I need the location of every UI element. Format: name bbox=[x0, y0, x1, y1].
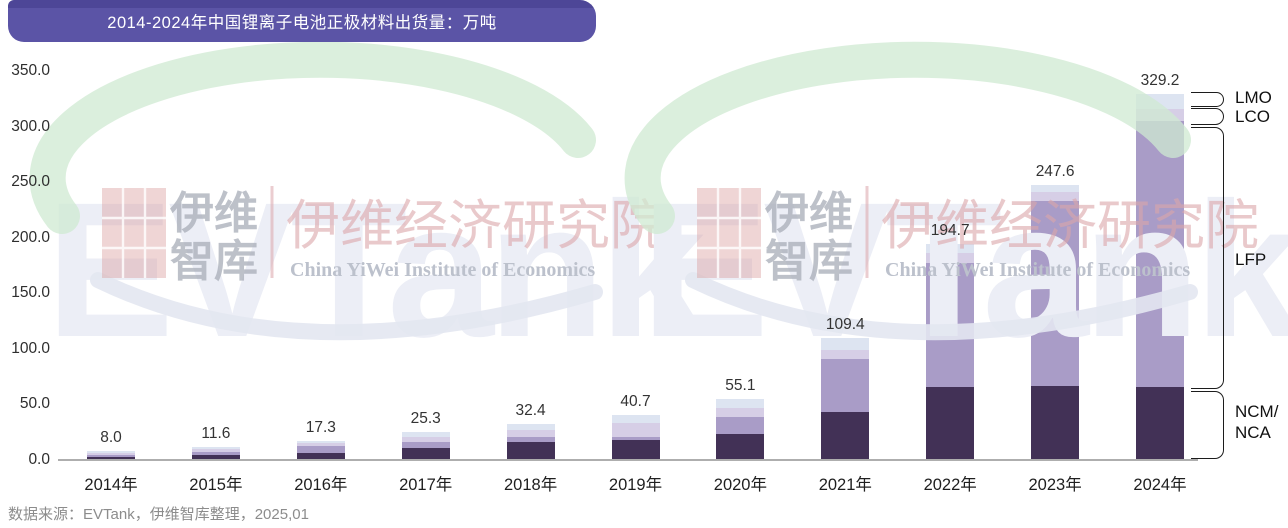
bar-segment-LMO bbox=[87, 451, 135, 453]
chart-title-banner: 2014-2024年中国锂离子电池正极材料出货量：万吨 bbox=[8, 0, 596, 42]
bar-segment-LMO bbox=[296, 440, 345, 443]
bar-segment-NCM/NCA bbox=[401, 448, 450, 460]
bar-segment-LCO bbox=[821, 350, 870, 360]
y-axis-tick-label: 250.0 bbox=[11, 173, 50, 191]
label-lco: LCO bbox=[1235, 107, 1270, 126]
stacked-bar-2015年 bbox=[191, 447, 240, 460]
bar-segment-LMO bbox=[926, 243, 975, 253]
bar-segment-NCM/NCA bbox=[716, 433, 765, 460]
bar-segment-LCO bbox=[296, 442, 345, 447]
y-axis-tick-label: 50.0 bbox=[19, 395, 50, 413]
bracket-lmo bbox=[1191, 92, 1224, 107]
bar-segment-NCM/NCA bbox=[926, 387, 975, 460]
bar-value-label: 329.2 bbox=[1140, 72, 1180, 90]
stacked-bar-2022年 bbox=[926, 243, 975, 460]
bar-segment-LFP bbox=[87, 455, 135, 458]
x-axis-tick-label: 2017年 bbox=[399, 476, 453, 494]
bar-value-label: 194.7 bbox=[930, 221, 970, 239]
x-axis-tick-label: 2015年 bbox=[189, 476, 243, 494]
bar-segment-LCO bbox=[926, 252, 975, 263]
x-axis-tick-label: 2018年 bbox=[503, 476, 558, 494]
y-axis-tick-label: 200.0 bbox=[11, 228, 50, 246]
stacked-bar-2019年 bbox=[611, 414, 660, 460]
bar-value-label: 32.4 bbox=[515, 401, 546, 419]
bar-segment-LMO bbox=[611, 414, 660, 424]
stacked-bar-2021年 bbox=[821, 338, 870, 460]
y-axis-tick-label: 0.0 bbox=[28, 451, 50, 468]
bar-segment-LCO bbox=[611, 423, 660, 437]
stacked-bar-2023年 bbox=[1031, 184, 1080, 460]
x-axis-tick-label: 2014年 bbox=[84, 476, 138, 494]
bar-segment-LMO bbox=[506, 423, 555, 430]
x-axis-line bbox=[58, 459, 1198, 461]
label-ncm-line1: NCM/ bbox=[1235, 402, 1279, 421]
stacked-bar-2016年 bbox=[296, 440, 345, 460]
bar-value-label: 109.4 bbox=[825, 316, 865, 334]
label-lfp: LFP bbox=[1235, 250, 1267, 269]
x-axis-tick-label: 2021年 bbox=[818, 476, 872, 494]
x-axis-tick-label: 2023年 bbox=[1028, 476, 1082, 494]
x-axis-tick-label: 2024年 bbox=[1133, 476, 1187, 494]
x-axis-tick-label: 2020年 bbox=[713, 476, 767, 494]
bar-segment-LCO bbox=[1031, 192, 1080, 202]
bar-segment-LFP bbox=[191, 451, 240, 456]
bar-segment-LFP bbox=[1031, 201, 1080, 387]
bar-segment-LCO bbox=[1136, 109, 1184, 121]
bar-segment-NCM/NCA bbox=[191, 455, 240, 460]
bar-segment-LCO bbox=[506, 429, 555, 438]
bar-segment-LFP bbox=[1136, 121, 1184, 388]
bar-segment-LCO bbox=[191, 449, 240, 452]
y-axis-tick-label: 350.0 bbox=[11, 62, 50, 79]
y-axis-tick-label: 150.0 bbox=[11, 284, 50, 302]
bar-segment-NCM/NCA bbox=[1031, 386, 1080, 460]
bar-segment-LFP bbox=[821, 359, 870, 413]
stacked-bar-2017年 bbox=[401, 431, 450, 460]
bar-segment-LFP bbox=[506, 437, 555, 443]
bar-segment-LCO bbox=[401, 436, 450, 442]
y-axis-tick-label: 100.0 bbox=[11, 339, 50, 357]
bar-value-label: 25.3 bbox=[410, 409, 441, 427]
bar-segment-NCM/NCA bbox=[506, 442, 555, 460]
stacked-bar-2014年 bbox=[87, 451, 135, 460]
bar-segment-LFP bbox=[296, 446, 345, 453]
x-axis-tick-label: 2016年 bbox=[294, 476, 348, 494]
bar-value-label: 11.6 bbox=[201, 425, 231, 443]
bar-value-label: 8.0 bbox=[100, 429, 122, 447]
bar-segment-LMO bbox=[401, 431, 450, 437]
label-ncm-line2: NCA bbox=[1235, 423, 1271, 442]
bracket-ncm-nca bbox=[1191, 391, 1224, 459]
bar-segment-LCO bbox=[87, 452, 135, 456]
bar-segment-NCM/NCA bbox=[296, 452, 345, 460]
bar-value-label: 17.3 bbox=[305, 418, 336, 436]
x-axis-tick-label: 2019年 bbox=[608, 476, 663, 494]
bar-segment-LFP bbox=[401, 441, 450, 449]
x-axis-tick-label: 2022年 bbox=[923, 476, 977, 494]
bar-segment-LMO bbox=[1031, 184, 1080, 193]
bar-segment-NCM/NCA bbox=[821, 412, 870, 460]
bar-segment-LMO bbox=[1136, 94, 1184, 109]
y-axis-tick-label: 300.0 bbox=[11, 117, 50, 135]
bar-segment-LMO bbox=[716, 398, 765, 409]
stacked-bar-2020年 bbox=[716, 398, 765, 460]
bar-segment-LMO bbox=[821, 338, 870, 351]
bar-value-label: 247.6 bbox=[1035, 162, 1075, 180]
bar-segment-NCM/NCA bbox=[87, 457, 135, 460]
bar-segment-LFP bbox=[926, 262, 975, 388]
bar-segment-NCM/NCA bbox=[611, 439, 660, 460]
source-note: 数据来源：EVTank，伊维智库整理，2025,01 bbox=[8, 506, 309, 523]
bar-segment-LMO bbox=[191, 447, 240, 450]
bar-segment-NCM/NCA bbox=[1136, 387, 1184, 460]
stacked-bar-2018年 bbox=[506, 423, 555, 460]
bar-value-label: 55.1 bbox=[725, 376, 756, 394]
bar-value-label: 40.7 bbox=[620, 392, 651, 410]
bar-segment-LFP bbox=[716, 417, 765, 434]
label-lmo: LMO bbox=[1235, 88, 1272, 107]
bracket-lfp bbox=[1191, 127, 1224, 389]
stacked-bar-2024年 bbox=[1136, 94, 1184, 460]
bracket-lco bbox=[1191, 108, 1224, 125]
chart-title: 2014-2024年中国锂离子电池正极材料出货量：万吨 bbox=[107, 14, 497, 32]
bar-segment-LCO bbox=[716, 408, 765, 418]
bar-segment-LFP bbox=[611, 436, 660, 440]
